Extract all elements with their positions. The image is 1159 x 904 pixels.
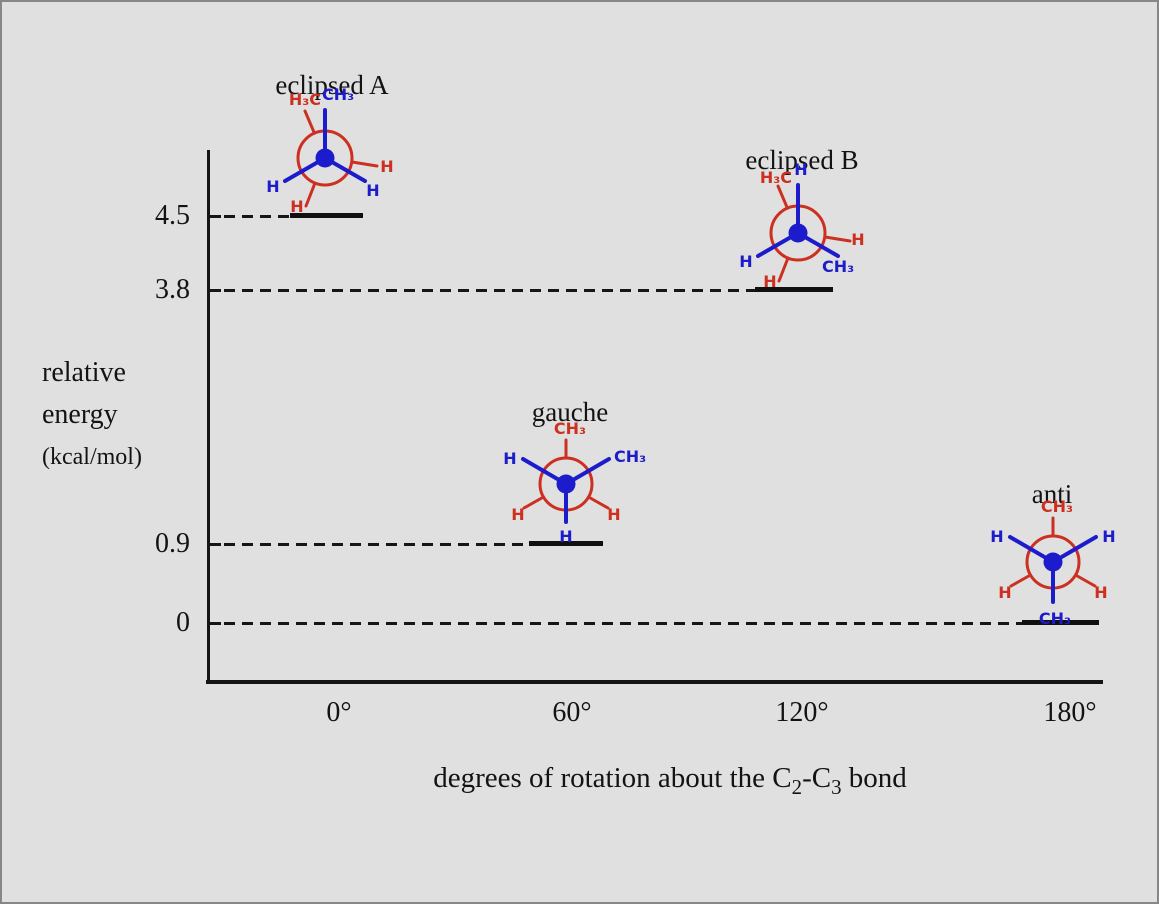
- y-axis-title-line1: relative: [42, 357, 126, 388]
- back-bond-right: [350, 160, 379, 168]
- front-carbon-dot: [1043, 552, 1063, 572]
- label-back-h-right: H: [851, 230, 864, 249]
- label-back-methyl: CH₃: [554, 419, 586, 438]
- x-axis-caption-pre: degrees of rotation about the C: [433, 762, 792, 794]
- x-axis-line: [206, 680, 1103, 684]
- back-bond-downleft: [1009, 573, 1032, 588]
- back-bonds: [776, 184, 852, 283]
- x-tick-label-60: 60°: [552, 697, 592, 728]
- y-axis-title-line2: energy: [42, 399, 118, 430]
- back-bond-downright: [587, 495, 610, 510]
- label-back-h-left: H: [763, 272, 776, 291]
- back-bonds: [522, 438, 610, 510]
- label-front-h-left: H: [266, 177, 279, 196]
- x-tick-label-180: 180°: [1043, 697, 1097, 728]
- x-axis-caption-sub2: 2: [791, 774, 803, 799]
- label-front-h-right: H: [366, 181, 379, 200]
- back-bond-downleft: [522, 495, 545, 510]
- label-front-h-upright: H: [1102, 527, 1115, 546]
- label-back-methyl: H₃C: [289, 90, 321, 109]
- energy-level-gauche: [529, 541, 603, 546]
- label-front-methyl: CH₃: [322, 85, 354, 104]
- y-tick-label-4-5: 4.5: [155, 200, 190, 231]
- label-front-h-top: H: [794, 160, 807, 179]
- label-back-h-left: H: [511, 505, 524, 524]
- label-front-h-upleft: H: [990, 527, 1003, 546]
- label-front-methyl: CH₃: [614, 447, 646, 466]
- x-axis-caption-mid: -C: [802, 762, 832, 794]
- label-front-h-down: H: [559, 527, 572, 546]
- x-tick-label-0: 0°: [326, 697, 352, 728]
- back-bond-up: [303, 109, 316, 135]
- back-bonds: [1009, 516, 1097, 588]
- back-bond-downright: [1074, 573, 1097, 588]
- label-front-methyl: CH₃: [1039, 609, 1071, 628]
- y-axis-title-line3: (kcal/mol): [42, 444, 142, 470]
- newman-eclipsed-a: H₃C CH₃ H H H H: [266, 85, 393, 216]
- title-gauche: gauche: [531, 397, 609, 427]
- y-tick-3-8: [207, 289, 221, 292]
- label-back-h-right: H: [607, 505, 620, 524]
- label-back-methyl: H₃C: [760, 168, 792, 187]
- label-back-h-left: H: [290, 197, 303, 216]
- label-front-methyl: CH₃: [822, 257, 854, 276]
- y-tick-label-0: 0: [176, 607, 190, 638]
- label-front-h-upleft: H: [503, 449, 516, 468]
- back-bond-downleft: [304, 181, 317, 208]
- front-bonds: [283, 108, 367, 183]
- label-back-methyl: CH₃: [1041, 497, 1073, 516]
- back-bond-up: [776, 184, 789, 210]
- back-bonds: [303, 109, 379, 208]
- label-front-h-left: H: [739, 252, 752, 271]
- y-tick-4-5: [207, 215, 221, 218]
- front-carbon-dot: [788, 223, 808, 243]
- y-tick-label-0-9: 0.9: [155, 528, 190, 559]
- front-bonds: [756, 183, 840, 258]
- newman-anti: CH₃ H H H H CH₃: [990, 497, 1115, 628]
- label-back-h-right: H: [1094, 583, 1107, 602]
- leader-dash-0: [224, 622, 1022, 625]
- title-eclipsed-b: eclipsed B: [745, 145, 859, 175]
- front-carbon-dot: [315, 148, 335, 168]
- newman-eclipsed-b: H₃C H H H H CH₃: [739, 160, 864, 291]
- back-bond-downleft: [777, 256, 790, 283]
- newman-gauche: CH₃ H CH₃ H H H: [503, 419, 646, 546]
- label-back-h-left: H: [998, 583, 1011, 602]
- front-carbon-dot: [556, 474, 576, 494]
- y-axis-title: relative energy (kcal/mol): [42, 352, 142, 478]
- y-tick-label-3-8: 3.8: [155, 274, 190, 305]
- x-axis-caption: degrees of rotation about the C2-C3 bond: [230, 762, 1110, 800]
- label-back-h-right: H: [380, 157, 393, 176]
- leader-dash-4-5: [224, 215, 292, 218]
- x-tick-label-120: 120°: [775, 697, 829, 728]
- y-tick-0: [207, 622, 221, 625]
- back-bond-right: [823, 235, 852, 243]
- energy-level-eclipsed-b: [755, 287, 833, 292]
- title-eclipsed-a: eclipsed A: [275, 70, 389, 100]
- title-anti: anti: [1031, 479, 1073, 509]
- leader-dash-3-8: [224, 289, 755, 292]
- y-tick-0-9: [207, 543, 221, 546]
- energy-level-eclipsed-a: [290, 213, 363, 218]
- energy-level-anti: [1022, 620, 1099, 625]
- leader-dash-0-9: [224, 543, 529, 546]
- x-axis-caption-sub3: 3: [831, 774, 842, 799]
- y-axis-line: [207, 150, 210, 684]
- x-axis-caption-post: bond: [841, 762, 907, 794]
